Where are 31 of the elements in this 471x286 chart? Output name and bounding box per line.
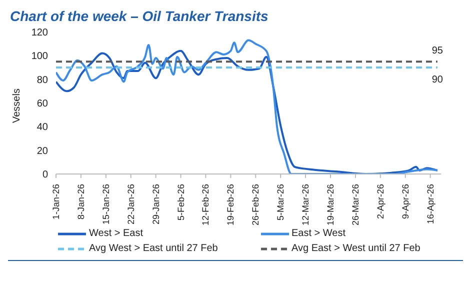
x-tick-label: 15-Jan-26 bbox=[100, 184, 111, 225]
y-tick-label: 20 bbox=[36, 146, 48, 157]
x-tick-label: 2-Apr-26 bbox=[375, 184, 386, 220]
y-tick-label: 80 bbox=[36, 74, 48, 86]
x-tick-label: 16-Apr-26 bbox=[425, 184, 436, 224]
y-tick-label: 60 bbox=[36, 98, 48, 110]
x-tick-label: 8-Jan-26 bbox=[76, 184, 86, 220]
legend-label: West > East bbox=[89, 228, 144, 239]
chart-title: Chart of the week – Oil Tanker Transits bbox=[10, 8, 270, 24]
y-tick-label: 0 bbox=[42, 170, 48, 181]
x-tick-label: 12-Mar-26 bbox=[300, 184, 311, 226]
annotation: 95 bbox=[432, 46, 444, 57]
legend-label: East > West bbox=[292, 228, 346, 239]
annotation: 90 bbox=[432, 74, 444, 86]
x-tick-label: 1-Jan-26 bbox=[51, 184, 61, 220]
y-tick-label: 100 bbox=[31, 51, 48, 62]
x-tick-label: 5-Feb-26 bbox=[176, 184, 186, 221]
y-axis-title: Vessels bbox=[12, 88, 23, 123]
y-tick-label: 40 bbox=[36, 122, 48, 134]
x-tick-label: 12-Feb-26 bbox=[200, 184, 211, 226]
x-tick-label: 26-Feb-26 bbox=[250, 184, 261, 226]
x-tick-label: 19-Feb-26 bbox=[226, 184, 236, 226]
legend-label: Avg East > West until 27 Feb bbox=[292, 243, 420, 254]
x-tick-label: 5-Mar-26 bbox=[276, 184, 286, 221]
x-tick-label: 9-Apr-26 bbox=[400, 184, 410, 220]
legend-label: Avg West > East until 27 Feb bbox=[89, 243, 218, 254]
x-tick-label: 19-Mar-26 bbox=[325, 184, 336, 226]
x-tick-label: 26-Mar-26 bbox=[350, 184, 360, 226]
x-tick-label: 22-Jan-26 bbox=[126, 184, 136, 225]
x-tick-label: 29-Jan-26 bbox=[150, 184, 161, 225]
y-tick-label: 120 bbox=[31, 28, 48, 39]
